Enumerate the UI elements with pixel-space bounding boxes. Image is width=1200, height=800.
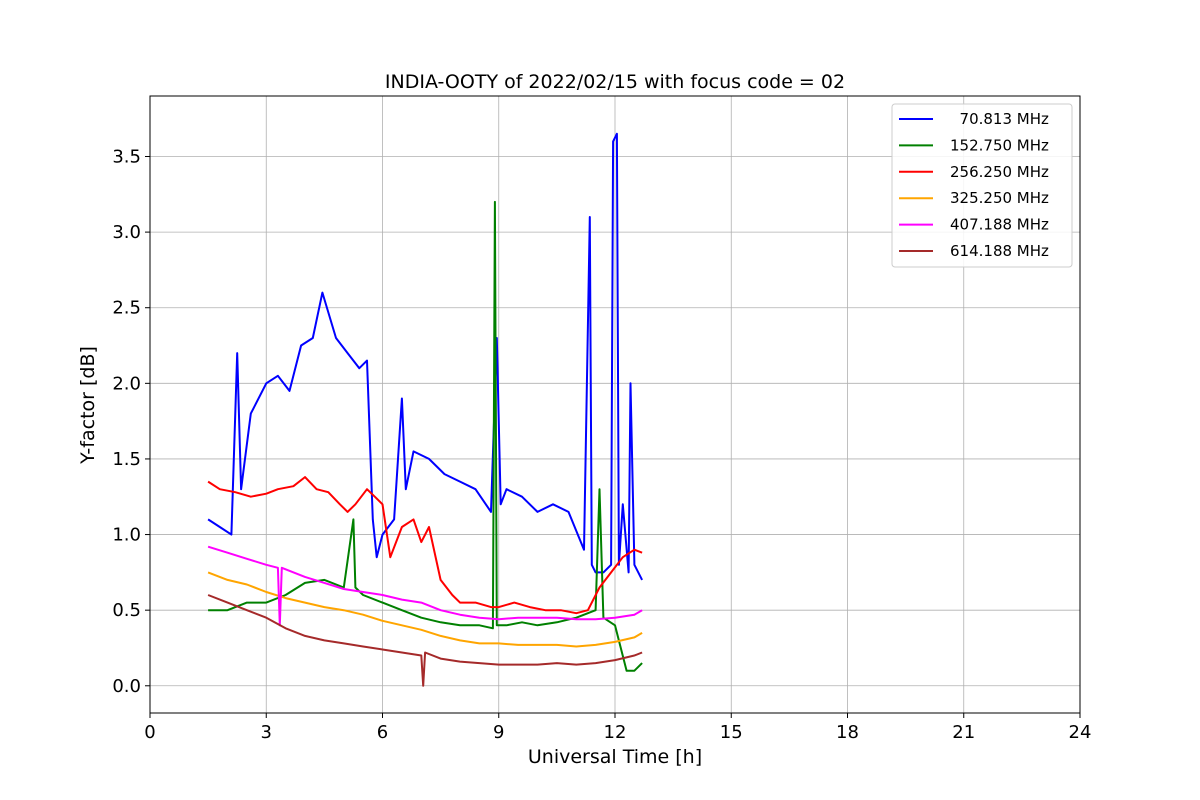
legend-label: 70.813 MHz [950, 110, 1049, 128]
y-tick-label: 0.0 [112, 676, 141, 697]
legend-box [891, 103, 1073, 268]
x-tick-label: 6 [377, 722, 388, 743]
x-tick-label: 9 [493, 722, 504, 743]
x-tick-label: 18 [836, 722, 859, 743]
x-tick-label: 21 [952, 722, 975, 743]
y-tick-label: 1.0 [112, 525, 141, 546]
y-tick-label: 3.5 [112, 146, 141, 167]
series-line-1 [207, 132, 643, 581]
x-tick-label: 3 [261, 722, 272, 743]
chart-title: INDIA-OOTY of 2022/02/15 with focus code… [385, 71, 845, 93]
series-line-6 [207, 594, 643, 687]
legend-label: 325.250 MHz [950, 189, 1049, 207]
y-tick-label: 0.5 [112, 600, 141, 621]
y-axis-ticks: 0.0 0.5 1.0 1.5 2.0 2.5 3.0 3.5 [112, 146, 150, 697]
y-tick-label: 1.5 [112, 449, 141, 470]
legend-label: 614.188 MHz [950, 242, 1049, 260]
y-tick-label: 3.0 [112, 222, 141, 243]
y-tick-label: 2.5 [112, 298, 141, 319]
legend: 70.813 MHz 152.750 MHz 256.250 MHz 325.250 … [891, 103, 1073, 268]
x-tick-label: 12 [604, 722, 627, 743]
x-tick-label: 15 [720, 722, 743, 743]
x-axis-ticks: 0 3 6 9 12 15 18 21 24 [144, 713, 1091, 743]
series-line-2 [208, 200, 643, 672]
x-axis-label: Universal Time [h] [528, 746, 702, 768]
legend-label: 407.188 MHz [950, 216, 1049, 234]
series-line-3 [207, 476, 643, 615]
y-axis-label: Y-factor [dB] [77, 346, 99, 465]
series-line-4 [207, 571, 643, 648]
x-tick-label: 0 [144, 722, 155, 743]
legend-label: 152.750 MHz [950, 136, 1049, 154]
x-tick-label: 24 [1069, 722, 1092, 743]
series-group [207, 132, 643, 687]
legend-label: 256.250 MHz [950, 163, 1049, 181]
series-line-5 [207, 545, 643, 627]
y-tick-label: 2.0 [112, 373, 141, 394]
